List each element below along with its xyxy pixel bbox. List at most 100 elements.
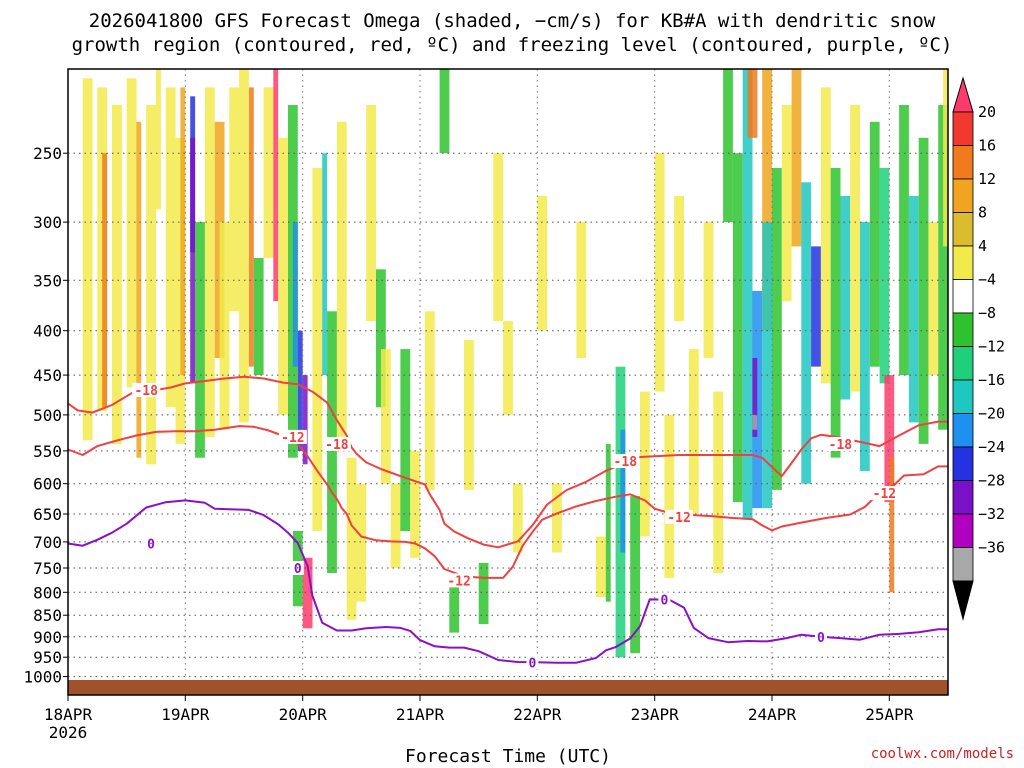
colorbar-label-7: −12 <box>978 338 1005 356</box>
omega-cell-46 <box>478 562 489 624</box>
omega-cell-37 <box>376 269 386 408</box>
omega-cell-49 <box>512 483 523 553</box>
x-tick-label-20APR: 20APR <box>279 705 328 724</box>
colorbar-top-arrow <box>952 76 974 113</box>
y-tick-label-500: 500 <box>33 406 62 425</box>
y-tick-label-1000: 1000 <box>23 668 62 687</box>
omega-cell-23 <box>278 137 288 415</box>
chart-title-line-1: 2026041800 GFS Forecast Omega (shaded, −… <box>89 10 936 32</box>
contour-label-layer: -18 -12 -18 -12 -18 -12 -18 -12 0 0 0 0 0 <box>132 382 899 671</box>
x-tick-label-18APR: 18APR <box>44 705 93 724</box>
colorbar-label-5: −4 <box>978 271 996 289</box>
omega-cell-61 <box>674 196 684 322</box>
omega-cell-8 <box>165 87 176 408</box>
omega-cell-65 <box>723 69 733 223</box>
x-tick-label-23APR: 23APR <box>631 705 680 724</box>
omega-cell-90 <box>918 137 929 444</box>
omega-cell-40 <box>400 349 411 531</box>
contour-label-bg-1 <box>278 429 307 444</box>
contour-layer <box>67 375 948 664</box>
y-tick-label-800: 800 <box>33 583 62 602</box>
colorbar-label-6: −8 <box>978 304 996 322</box>
grid-layer <box>68 69 948 695</box>
colorbar-segment-2 <box>952 145 974 180</box>
omega-cell-3 <box>112 105 122 444</box>
y-tick-label-550: 550 <box>33 442 62 461</box>
colorbar-label-10: −24 <box>978 438 1005 456</box>
omega-cell-80 <box>830 168 841 458</box>
omega-cell-58 <box>640 391 650 537</box>
colorbar-label-9: −20 <box>978 405 1005 423</box>
omega-cell-21 <box>263 87 274 259</box>
y-tick-label-850: 850 <box>33 606 62 625</box>
contour-label-2: -18 <box>325 438 349 453</box>
y-tick-label-400: 400 <box>33 322 62 341</box>
contour-label-10: 0 <box>528 656 536 671</box>
omega-cell-7 <box>156 69 161 210</box>
omega-cell-76 <box>791 69 802 247</box>
omega-cell-67 <box>742 69 753 520</box>
colorbar-segment-8 <box>952 346 974 381</box>
omega-cell-14 <box>204 87 215 437</box>
omega-cell-36 <box>366 105 376 322</box>
contour-label-bg-10 <box>526 655 539 670</box>
omega-cell-78 <box>811 246 821 367</box>
colorbar-segment-13 <box>952 513 974 548</box>
contour-label-9: 0 <box>294 562 302 577</box>
y-tick-label-950: 950 <box>33 648 62 667</box>
contour-label-5: -12 <box>667 511 690 526</box>
omega-cell-85 <box>879 168 890 384</box>
omega-cell-45 <box>464 340 474 490</box>
contour-line-1 <box>67 425 948 579</box>
omega-cell-25 <box>292 222 298 367</box>
omega-cell-57 <box>630 496 640 654</box>
omega-cell-5 <box>136 121 142 458</box>
omega-cell-29 <box>302 557 313 629</box>
colorbar-label-13: −36 <box>978 539 1005 557</box>
y-axis-pressure: 250 300 350 400 450 500 550 600 650 700 750 800 850 9… <box>23 144 68 687</box>
y-tick-label-700: 700 <box>33 533 62 552</box>
omega-cell-50 <box>537 196 548 331</box>
omega-cell-42 <box>424 311 435 490</box>
colorbar-label-2: 12 <box>978 170 996 188</box>
omega-cell-33 <box>336 121 347 437</box>
omega-cell-48 <box>503 321 513 415</box>
contour-label-7: -12 <box>873 487 896 502</box>
x-tick-label-24APR: 24APR <box>748 705 797 724</box>
contour-label-bg-4 <box>611 454 640 468</box>
y-tick-label-900: 900 <box>33 628 62 647</box>
colorbar-label-12: −32 <box>978 505 1005 523</box>
contour-label-8: 0 <box>147 538 155 553</box>
omega-cell-64 <box>713 391 724 573</box>
contour-label-6: -18 <box>829 438 853 453</box>
contour-label-bg-8 <box>145 536 158 551</box>
omega-cell-17 <box>229 87 240 312</box>
y-tick-label-300: 300 <box>33 213 62 232</box>
omega-cell-72 <box>762 69 772 331</box>
omega-cell-47 <box>493 153 504 322</box>
y-tick-label-650: 650 <box>33 505 62 524</box>
omega-cell-6 <box>146 105 156 465</box>
omega-cell-10 <box>180 87 186 376</box>
contour-label-bg-6 <box>826 437 855 451</box>
y-tick-label-350: 350 <box>33 271 62 290</box>
colorbar-segment-11 <box>952 446 974 481</box>
colorbar-label-4: 4 <box>978 237 987 255</box>
omega-cell-2 <box>102 153 108 408</box>
omega-cell-87 <box>889 457 895 593</box>
x-tick-label-19APR: 19APR <box>161 705 210 724</box>
contour-label-bg-3 <box>445 573 474 588</box>
omega-cell-83 <box>860 222 870 471</box>
omega-cell-16 <box>219 222 230 430</box>
colorbar-label-8: −16 <box>978 371 1005 389</box>
y-tick-label-250: 250 <box>33 144 62 163</box>
omega-cell-73 <box>762 222 772 509</box>
omega-cell-71 <box>752 414 758 430</box>
y-tick-label-600: 600 <box>33 475 62 494</box>
contour-label-bg-12 <box>814 629 827 644</box>
omega-cell-79 <box>820 87 831 384</box>
omega-cell-43 <box>439 69 450 154</box>
contour-label-bg-0 <box>132 382 161 397</box>
omega-cell-53 <box>596 536 606 597</box>
omega-cell-27 <box>302 375 308 465</box>
